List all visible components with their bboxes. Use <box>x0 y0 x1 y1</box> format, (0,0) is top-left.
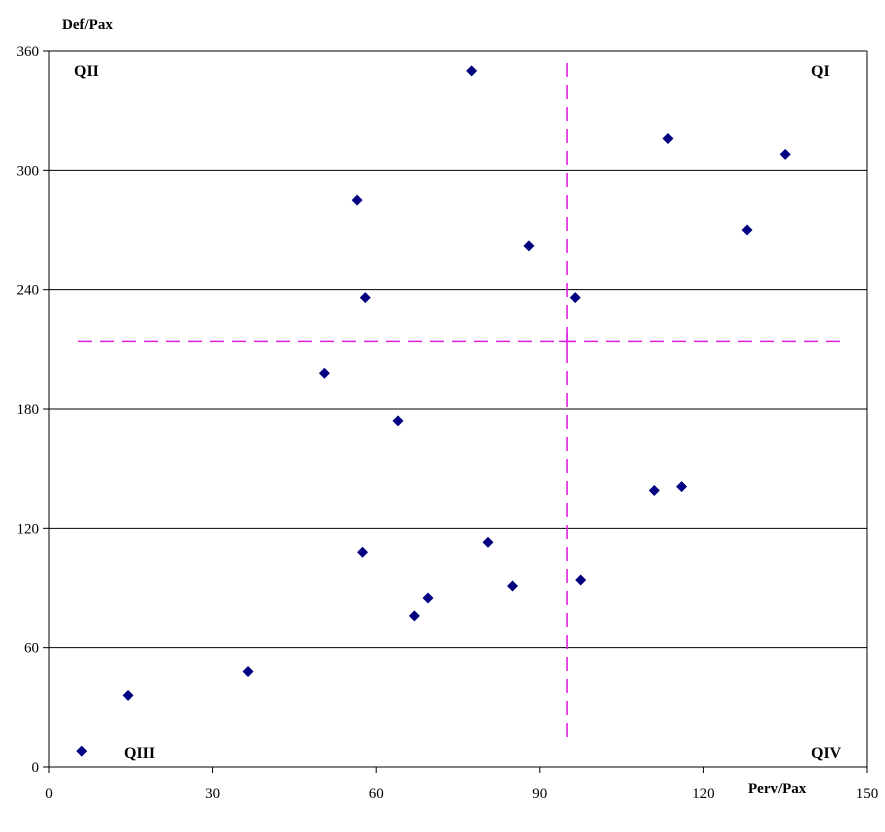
reference-lines <box>78 63 845 738</box>
scatter-point <box>569 292 581 304</box>
y-tick-label: 0 <box>32 760 40 776</box>
x-tick-label: 0 <box>45 786 53 802</box>
scatter-point <box>466 65 478 77</box>
data-points <box>76 65 791 757</box>
scatter-point <box>422 592 434 604</box>
y-tick-label: 240 <box>17 283 40 299</box>
x-tick-label: 150 <box>856 786 879 802</box>
scatter-point <box>523 240 535 252</box>
x-axis-title: Perv/Pax <box>748 781 807 797</box>
scatter-point <box>408 610 420 622</box>
scatter-point <box>351 194 363 206</box>
x-tick-label: 60 <box>369 786 384 802</box>
scatter-point <box>779 148 791 160</box>
scatter-point <box>575 574 587 586</box>
scatter-point <box>122 689 134 701</box>
quadrant-label-q2: QII <box>74 63 99 80</box>
scatter-point <box>676 481 688 493</box>
scatter-point <box>242 666 254 678</box>
scatter-point <box>318 367 330 379</box>
scatter-point <box>482 536 494 548</box>
y-tick-label: 300 <box>17 163 40 179</box>
y-tick-label: 180 <box>17 402 40 418</box>
scatter-point <box>76 745 88 757</box>
scatter-point <box>648 485 660 497</box>
scatter-point <box>507 580 519 592</box>
x-tick-label: 90 <box>532 786 547 802</box>
y-tick-label: 120 <box>17 521 40 537</box>
quadrant-label-q1: QI <box>811 63 830 80</box>
x-tick-label: 30 <box>205 786 220 802</box>
y-axis-title: Def/Pax <box>62 17 113 33</box>
y-tick-label: 360 <box>17 44 40 60</box>
y-tick-label: 60 <box>24 641 39 657</box>
scatter-point <box>392 415 404 427</box>
quadrant-label-q4: QIV <box>811 745 842 762</box>
scatter-point <box>359 292 371 304</box>
scatter-point <box>662 133 674 145</box>
gridlines <box>49 50 867 649</box>
axes: 0 60 120 180 240 300 360 0 30 60 90 120 150 <box>17 44 879 802</box>
scatter-point <box>741 224 753 236</box>
scatter-point <box>357 546 369 558</box>
quadrant-label-q3: QIII <box>124 745 155 762</box>
x-tick-label: 120 <box>692 786 715 802</box>
labels: Def/Pax Perv/Pax QII QI QIII QIV <box>62 17 842 797</box>
